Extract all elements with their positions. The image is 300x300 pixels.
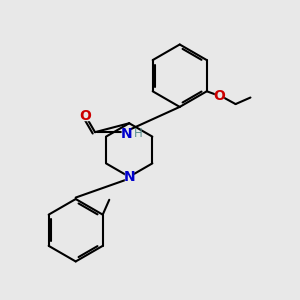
Text: N: N [120,127,132,141]
Text: O: O [80,109,92,123]
Text: H: H [134,127,143,140]
Bar [122,130,130,138]
Bar [81,112,90,120]
Text: O: O [213,89,225,103]
Bar [125,172,134,181]
Text: N: N [123,170,135,184]
Bar [215,92,224,100]
